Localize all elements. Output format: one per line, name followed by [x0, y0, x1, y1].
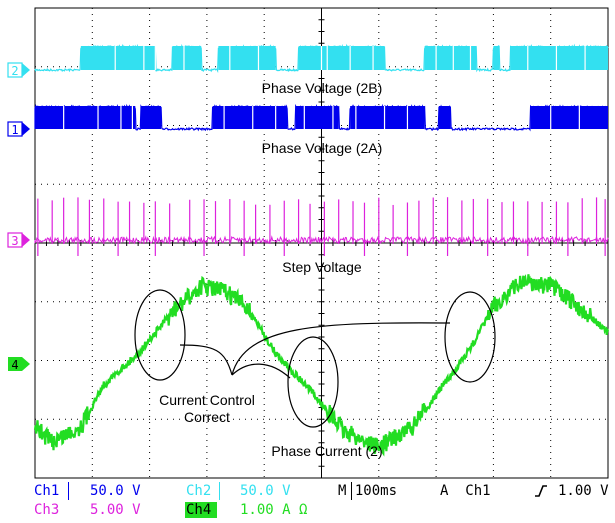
annotation-phase-voltage-2b: Phase Voltage (2B): [262, 80, 383, 96]
callout-connector-2: [231, 363, 291, 379]
channel-3-marker: 3: [7, 232, 30, 248]
waveform-traces: [33, 43, 610, 457]
trace-ch2-high-segment: [218, 46, 276, 70]
trace-ch4: [33, 274, 610, 457]
trace-ch1-high-segment: [530, 106, 608, 129]
trace-ch2-high-segment: [424, 46, 477, 70]
channel-3-marker-arrow: [22, 233, 30, 247]
channel-3-marker-label: 3: [11, 234, 18, 248]
callout-ellipse-3: [444, 291, 496, 383]
trace-ch2-high-segment: [298, 46, 385, 70]
ch1-label: Ch1: [34, 483, 60, 499]
callout-ellipse-1: [134, 289, 186, 381]
channel-2-marker-arrow: [22, 63, 30, 77]
channel-4-marker-box: [8, 357, 22, 371]
channel-1-marker-arrow: [22, 122, 30, 136]
channel-4-marker-arrow: [22, 357, 30, 371]
annotation-current-control-line1: Current Control: [159, 392, 255, 408]
trace-ch2-high-segment: [80, 46, 156, 70]
timebase: M 100ms: [338, 483, 398, 499]
ch2-scale-divider: [219, 482, 220, 500]
trigger-source: A Ch1: [440, 483, 491, 499]
ch1-scale-divider: [68, 482, 69, 500]
trace-ch1-high-segment: [350, 106, 425, 129]
annotation-phase-voltage-2a: Phase Voltage (2A): [262, 140, 383, 156]
annotation-step-voltage: Step Voltage: [282, 259, 362, 275]
ch4-label-box: [185, 502, 217, 518]
ch4-scale: 1.00 A Ω: [240, 502, 308, 518]
ch4-label: Ch4: [186, 502, 212, 518]
ch3-scale: 5.00 V: [90, 502, 141, 518]
trace-ch1-high-segment: [212, 106, 288, 129]
channel-markers: 2 1 3 4: [7, 62, 30, 372]
trace-ch2-high-segment: [510, 46, 608, 70]
channel-4-marker-label: 4: [11, 358, 18, 372]
channel-2-marker: 2: [7, 62, 30, 78]
rising-edge-icon: [535, 485, 547, 497]
trace-ch1-high-segment: [35, 106, 136, 129]
callout-connector-3: [231, 322, 451, 376]
callout-connector-1: [179, 344, 233, 376]
trace-ch1-high-segment: [141, 106, 162, 129]
trigger-level: 1.00 V: [558, 483, 609, 499]
trace-ch2-high-segment: [172, 46, 202, 70]
ch3-label: Ch3: [34, 502, 60, 518]
channel-1-marker-label: 1: [11, 123, 18, 137]
timebase-divider: [351, 482, 352, 500]
trace-ch1-high-segment: [295, 106, 339, 129]
callouts: [134, 289, 496, 428]
channel-1-marker: 1: [7, 121, 30, 137]
annotation-current-control-line2: Correct: [184, 409, 230, 425]
channel-4-marker: 4: [8, 357, 30, 372]
ch2-scale: 50.0 V: [240, 483, 291, 499]
ch1-scale: 50.0 V: [90, 483, 141, 499]
trace-ch2-high-segment: [493, 46, 500, 70]
callout-ellipse-2: [287, 336, 339, 428]
ch2-label: Ch2: [186, 483, 212, 499]
trace-ch1-high-segment: [438, 106, 451, 129]
annotation-phase-current-2: Phase Current (2): [271, 443, 382, 459]
channel-2-marker-label: 2: [11, 64, 18, 78]
